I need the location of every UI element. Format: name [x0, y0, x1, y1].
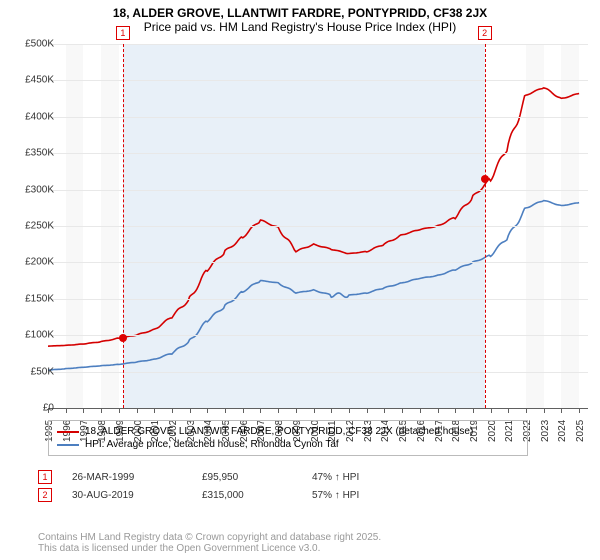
- y-axis-label: £50K: [31, 366, 54, 377]
- x-axis-label: 2023: [540, 420, 551, 442]
- legend-box: 18, ALDER GROVE, LLANTWIT FARDRE, PONTYP…: [48, 420, 528, 456]
- event-price: £315,000: [202, 490, 292, 501]
- event-date: 26-MAR-1999: [72, 472, 182, 483]
- y-axis-label: £500K: [25, 39, 54, 50]
- x-axis-label: 2024: [557, 420, 568, 442]
- sale-dot: [119, 334, 127, 342]
- chart-container: 18, ALDER GROVE, LLANTWIT FARDRE, PONTYP…: [0, 0, 600, 560]
- legend-label: HPI: Average price, detached house, Rhon…: [85, 439, 339, 450]
- sale-marker: 2: [478, 26, 492, 40]
- event-diff: 57% ↑ HPI: [312, 490, 359, 501]
- event-diff: 47% ↑ HPI: [312, 472, 359, 483]
- event-marker: 1: [38, 470, 52, 484]
- y-axis-label: £400K: [25, 111, 54, 122]
- event-marker: 2: [38, 488, 52, 502]
- event-date: 30-AUG-2019: [72, 490, 182, 501]
- sale-dot: [481, 175, 489, 183]
- legend-label: 18, ALDER GROVE, LLANTWIT FARDRE, PONTYP…: [85, 426, 473, 437]
- chart-subtitle: Price paid vs. HM Land Registry's House …: [0, 20, 600, 40]
- y-axis-label: £150K: [25, 293, 54, 304]
- event-price: £95,950: [202, 472, 292, 483]
- footnote-line-1: Contains HM Land Registry data © Crown c…: [38, 532, 381, 543]
- x-axis-label: 2025: [575, 420, 586, 442]
- legend-item: 18, ALDER GROVE, LLANTWIT FARDRE, PONTYP…: [57, 425, 519, 438]
- y-axis-label: £250K: [25, 221, 54, 232]
- series-line: [48, 88, 579, 346]
- sale-marker: 1: [116, 26, 130, 40]
- legend-swatch: [57, 431, 79, 433]
- legend-item: HPI: Average price, detached house, Rhon…: [57, 438, 519, 451]
- y-axis-label: £0: [43, 403, 54, 414]
- chart-title: 18, ALDER GROVE, LLANTWIT FARDRE, PONTYP…: [0, 0, 600, 20]
- y-axis-label: £200K: [25, 257, 54, 268]
- event-row: 1 26-MAR-1999 £95,950 47% ↑ HPI: [38, 468, 359, 486]
- legend-swatch: [57, 444, 79, 446]
- plot-area: 1995199619971998199920002001200220032004…: [48, 44, 588, 408]
- event-row: 2 30-AUG-2019 £315,000 57% ↑ HPI: [38, 486, 359, 504]
- y-axis-label: £350K: [25, 148, 54, 159]
- y-axis-label: £100K: [25, 330, 54, 341]
- footnote-line-2: This data is licensed under the Open Gov…: [38, 543, 381, 554]
- events-table: 1 26-MAR-1999 £95,950 47% ↑ HPI 2 30-AUG-2019…: [38, 468, 359, 504]
- footnote: Contains HM Land Registry data © Crown c…: [38, 532, 381, 554]
- y-axis-label: £450K: [25, 75, 54, 86]
- y-axis-label: £300K: [25, 184, 54, 195]
